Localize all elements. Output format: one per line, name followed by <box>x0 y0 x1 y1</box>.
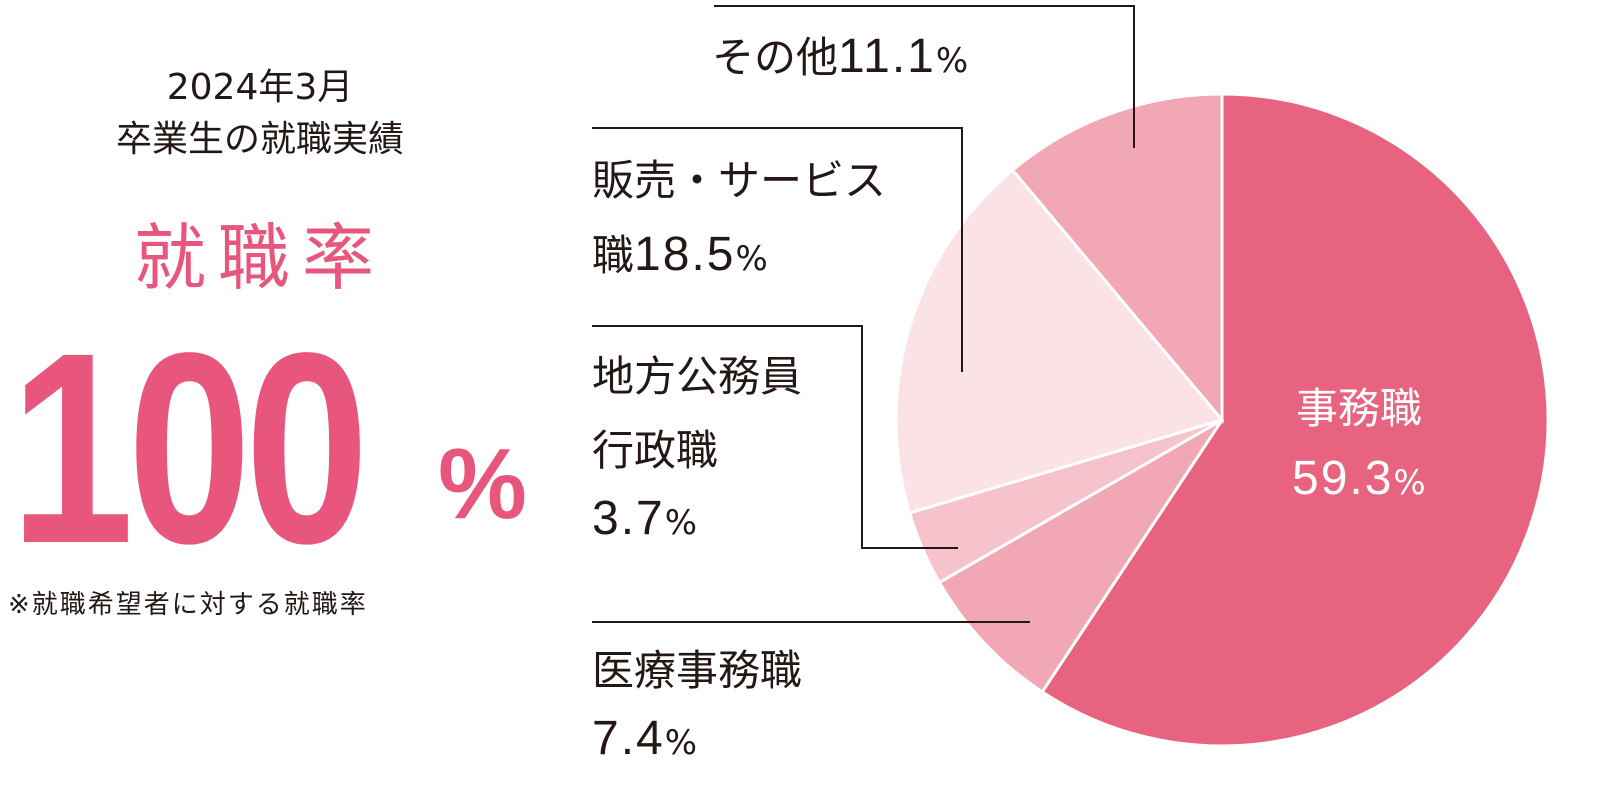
leader-line-sales <box>592 127 963 372</box>
label-public-value: 3.7 <box>592 492 665 545</box>
label-sales-line1: 販売・サービス <box>592 158 886 204</box>
leader-line-other <box>714 5 1135 148</box>
label-sales-line2: 職18.5% <box>592 231 768 282</box>
employment-rate-label: 就職率 <box>133 216 386 300</box>
label-public-unit: % <box>664 503 698 543</box>
footnote: ※就職希望者に対する就職率 <box>8 590 368 620</box>
label-other-unit: % <box>935 41 969 81</box>
label-medical-unit: % <box>664 723 698 763</box>
heading-date: 2024年3月 <box>166 67 354 108</box>
slice-medical-office <box>937 418 1224 694</box>
label-public-line3: 3.7% <box>592 495 698 546</box>
label-office-unit: % <box>1393 463 1426 503</box>
label-sales-value: 18.5 <box>634 228 736 281</box>
label-public-line1: 地方公務員 <box>592 354 802 400</box>
label-medical-line2: 7.4% <box>592 715 698 766</box>
leader-line-public <box>592 325 958 549</box>
label-sales-text-2: 職 <box>592 231 635 280</box>
employment-rate-unit: % <box>438 428 527 540</box>
label-medical-value: 7.4 <box>592 712 665 765</box>
heading-title: 卒業生の就職実績 <box>115 119 404 160</box>
label-medical-line1: 医療事務職 <box>592 648 802 694</box>
slice-office-work <box>1040 92 1550 748</box>
slice-sales-service <box>894 168 1225 515</box>
label-other: その他11.1% <box>712 33 969 84</box>
label-sales-unit: % <box>735 239 768 279</box>
slice-other <box>1010 92 1224 425</box>
label-public-line2: 行政職 <box>592 428 718 474</box>
label-public-text-2: 行政職 <box>592 426 719 475</box>
label-other-text: その他 <box>712 33 839 82</box>
label-other-value: 11.1 <box>838 30 936 83</box>
label-medical-text: 医療事務職 <box>592 646 803 695</box>
label-office-line2: 59.3% <box>1292 455 1426 506</box>
label-office-line1: 事務職 <box>1296 386 1422 432</box>
label-public-text: 地方公務員 <box>592 352 803 401</box>
summary-panel: 2024年3月 卒業生の就職実績 就職率 100 % ※就職希望者に対する就職率 <box>0 0 560 800</box>
label-sales-text: 販売・サービス <box>592 156 887 205</box>
label-office-value: 59.3 <box>1292 452 1394 505</box>
employment-rate-value: 100 <box>10 296 369 600</box>
label-office-text: 事務職 <box>1296 384 1423 433</box>
